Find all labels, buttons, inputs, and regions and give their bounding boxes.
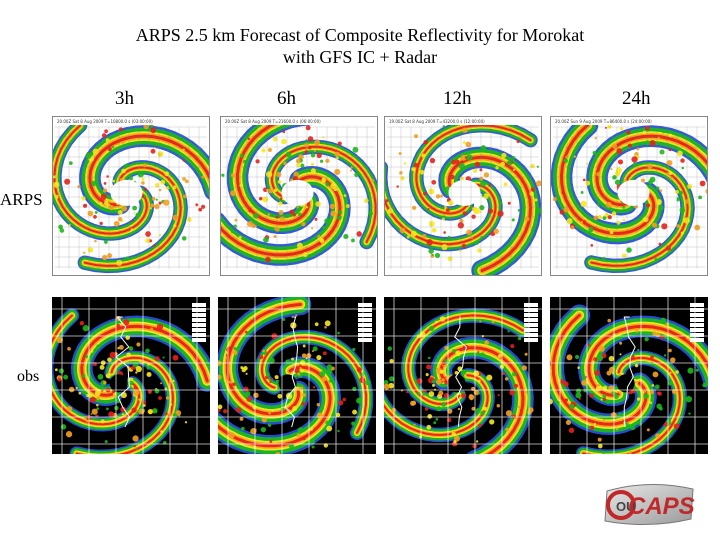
page-title: ARPS 2.5 km Forecast of Composite Reflec… [135,25,585,45]
arps-panel-24h: 20.00Z Sun 9 Aug 2009 T=86400.0 s (24:00… [550,116,708,276]
arps-reflectivity-map-24h: 20.00Z Sun 9 Aug 2009 T=86400.0 s (24:00… [551,117,707,275]
column-label-24h: 24h [622,88,651,109]
column-label-12h: 12h [443,88,472,109]
row-label-arps: ARPS [0,190,43,209]
page-subtitle: with GFS IC + Radar [282,47,438,67]
arps-panel-12h: 19.00Z Sat 8 Aug 2009 T=43200.0 s (12:00… [384,116,542,276]
caps-logo: OU CAPS [601,481,697,527]
arps-reflectivity-map-12h: 19.00Z Sat 8 Aug 2009 T=43200.0 s (12:00… [385,117,541,275]
obs-panel-6h [218,297,376,454]
column-label-6h: 6h [277,88,296,109]
arps-panel-header: 19.00Z Sat 8 Aug 2009 T=43200.0 s (12:00… [389,119,485,124]
obs-panel-12h [384,297,542,454]
obs-panel-3h [52,297,210,454]
arps-panel-3h: 20.00Z Sat 8 Aug 2009 T=10800.0 s (03:00… [52,116,210,276]
row-label-obs: obs [17,368,40,385]
arps-panel-header: 20.00Z Sat 8 Aug 2009 T=10800.0 s (03:00… [57,119,153,124]
arps-panel-6h: 20.00Z Sat 8 Aug 2009 T=21600.0 s (06:00… [220,116,378,276]
observed-radar-map-24h [550,297,708,454]
observed-radar-map-12h [384,297,542,454]
observed-radar-map-3h [52,297,210,454]
observed-radar-map-6h [218,297,376,454]
svg-text:CAPS: CAPS [628,493,695,520]
arps-panel-header: 20.00Z Sat 8 Aug 2009 T=21600.0 s (06:00… [225,119,321,124]
svg-text:OU: OU [616,499,636,514]
column-label-3h: 3h [115,88,134,109]
obs-panel-24h [550,297,708,454]
arps-panel-header: 20.00Z Sun 9 Aug 2009 T=86400.0 s (24:00… [555,119,652,124]
arps-reflectivity-map-3h: 20.00Z Sat 8 Aug 2009 T=10800.0 s (03:00… [53,117,209,275]
arps-reflectivity-map-6h: 20.00Z Sat 8 Aug 2009 T=21600.0 s (06:00… [221,117,377,275]
